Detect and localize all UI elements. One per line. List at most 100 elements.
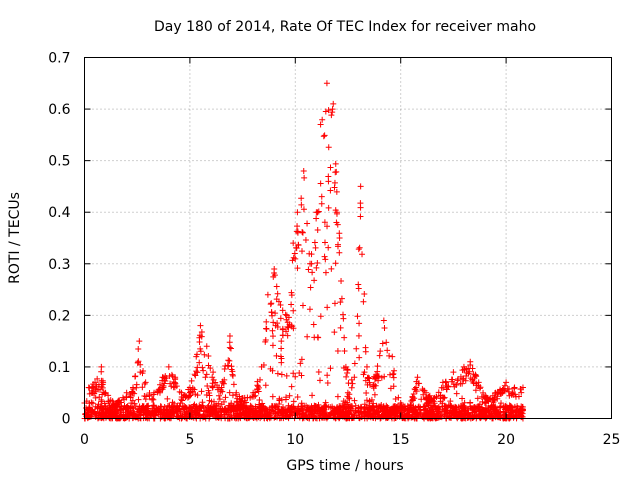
roti-point [332,160,339,167]
roti-point [479,406,486,413]
roti-peak-point [336,235,343,241]
roti-point [412,404,419,411]
roti-point [327,365,334,372]
roti-point [343,411,350,418]
roti-point [283,372,290,379]
roti-point [124,411,131,418]
roti-point [101,400,108,407]
roti-point [390,383,397,390]
roti-peak-point [193,353,200,360]
roti-point [333,209,340,216]
roti-point [101,390,108,397]
roti-point [198,388,205,395]
roti-point [311,334,318,341]
roti-point [94,375,101,382]
roti-point [229,371,236,378]
roti-point [216,406,223,413]
grid-lines [84,57,612,419]
roti-point [442,403,449,410]
roti-point [507,409,514,416]
roti-point [199,399,206,406]
roti-point [88,399,95,406]
roti-point [510,391,517,398]
roti-point [299,229,306,236]
roti-point [301,174,308,181]
roti-point [163,409,170,416]
roti-point [329,109,336,116]
roti-point [371,391,378,398]
roti-point [369,406,376,413]
y-tick-labels: 0 0.1 0.2 0.3 0.4 0.5 0.6 0.7 [48,51,70,428]
roti-peak-point [136,338,143,345]
roti-peak-point [218,384,225,391]
roti-peak-point [450,369,457,376]
roti-point [472,387,479,394]
roti-point [377,348,384,355]
roti-point [98,397,105,404]
roti-point [269,393,276,400]
roti-point [338,295,345,302]
roti-point [286,392,293,399]
roti-point [345,380,352,387]
roti-point [344,389,351,396]
roti-point [205,387,212,394]
roti-point [415,403,422,410]
roti-point [269,367,276,374]
roti-point [478,393,485,400]
roti-point [106,402,113,409]
roti-point [337,324,344,331]
roti-point [416,380,423,387]
roti-peak-point [197,322,204,329]
roti-point [491,406,498,413]
roti-point [328,265,335,272]
roti-peak-point [484,394,491,401]
roti-point [360,298,367,305]
roti-peak-point [317,121,324,128]
roti-point [324,304,331,311]
roti-point [278,355,285,362]
roti-point [229,392,236,399]
roti-point [98,403,105,410]
roti-point [497,403,504,410]
roti-point [298,195,305,202]
roti-point [356,354,363,361]
roti-point [506,392,513,399]
x-axis-label: GPS time / hours [286,458,403,474]
roti-point [274,370,281,377]
roti-point [132,373,139,380]
roti-point [269,327,276,334]
roti-point [514,403,521,410]
roti-point [468,405,475,412]
roti-point [194,364,201,371]
roti-point [355,404,362,411]
roti-point [472,412,479,419]
roti-peak-point [492,389,499,396]
roti-point [200,367,207,374]
roti-point [353,345,360,352]
roti-point [263,325,270,332]
roti-point [498,390,505,397]
roti-point [192,372,199,379]
roti-point [414,410,421,417]
roti-point [322,412,329,419]
roti-point [143,403,150,410]
roti-point [269,333,276,340]
roti-point [320,133,327,140]
roti-point [90,390,97,397]
roti-point [318,193,325,200]
roti-point [290,325,297,332]
roti-point [443,386,450,393]
y-axis-label: ROTI / TECUs [7,192,23,284]
roti-point [309,404,316,411]
roti-point [444,410,451,417]
roti-point [215,392,222,399]
roti-point [366,410,373,417]
roti-point [158,409,165,416]
x-tick-label: 0 [80,432,89,448]
roti-peak-point [92,379,99,386]
roti-point [325,144,332,151]
roti-point [178,396,185,403]
roti-point [387,371,394,378]
roti-peak-point [342,363,349,370]
roti-point [351,397,358,404]
